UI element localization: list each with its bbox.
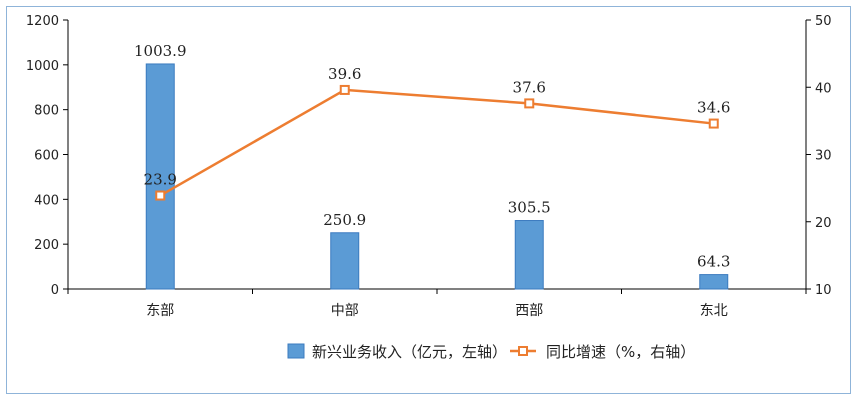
bar-data-label: 64.3 (697, 253, 730, 271)
bar (330, 232, 360, 290)
line-data-label: 23.9 (144, 171, 177, 189)
legend-bar-label: 新兴业务收入（亿元，左轴） (312, 343, 507, 361)
right-tick-label: 10 (815, 283, 832, 298)
bar-data-label: 305.5 (508, 199, 551, 217)
legend-line-marker (518, 346, 528, 356)
line-data-label: 37.6 (513, 78, 546, 96)
left-tick-label: 600 (34, 149, 59, 164)
left-tick-label: 1200 (26, 14, 59, 29)
bar-series (145, 63, 729, 290)
axes: 0 200 400 600 800 1000 1200 10 20 30 40 50 东部 中部 西部 东北 (26, 14, 832, 319)
bar (145, 63, 175, 290)
legend-line-label: 同比增速（%，右轴） (546, 343, 695, 361)
line-data-label: 39.6 (328, 65, 361, 83)
left-tick-label: 0 (51, 283, 59, 298)
bar-data-label: 250.9 (323, 211, 366, 229)
right-tick-label: 40 (815, 81, 832, 96)
legend-bar-swatch (287, 343, 305, 359)
left-tick-label: 200 (34, 238, 59, 253)
x-category-label: 东北 (700, 303, 728, 319)
legend: 新兴业务收入（亿元，左轴） 同比增速（%，右轴） (287, 343, 695, 361)
growth-line (159, 88, 714, 197)
x-category-label: 中部 (331, 303, 359, 319)
bar-data-label: 1003.9 (134, 42, 187, 60)
line-data-label: 34.6 (697, 99, 730, 117)
left-tick-label: 1000 (26, 59, 59, 74)
right-tick-label: 30 (815, 149, 832, 164)
x-category-label: 西部 (515, 303, 543, 319)
right-tick-label: 50 (815, 14, 832, 29)
left-tick-label: 800 (34, 104, 59, 119)
right-tick-label: 20 (815, 216, 832, 231)
left-tick-label: 400 (34, 193, 59, 208)
bar (514, 220, 544, 290)
line-point (155, 190, 166, 201)
line-series (155, 84, 719, 201)
bar (699, 274, 729, 290)
line-point (339, 84, 350, 95)
line-point (708, 118, 719, 129)
data-labels: 1003.9 250.9 305.5 64.3 23.9 39.6 37.6 34.6 (134, 42, 730, 271)
x-category-label: 东部 (146, 303, 174, 319)
line-point (524, 98, 535, 109)
